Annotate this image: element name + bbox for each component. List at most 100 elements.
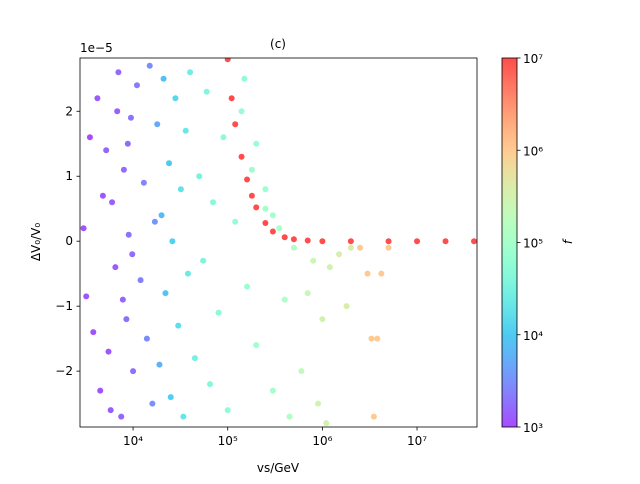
point: [184, 270, 191, 277]
point: [210, 199, 217, 206]
point: [281, 296, 288, 303]
y-axis-label: ΔV₀/V₀: [29, 223, 43, 261]
point: [253, 140, 260, 147]
colorbar-tick-label: 10⁶: [523, 144, 543, 158]
point: [80, 225, 87, 232]
point: [149, 400, 156, 407]
point: [442, 238, 449, 245]
point: [125, 231, 132, 238]
point: [109, 199, 116, 206]
x-axis-label: vs/GeV: [257, 461, 300, 475]
point: [123, 316, 130, 323]
point: [315, 400, 322, 407]
point: [281, 234, 288, 241]
point: [262, 186, 269, 193]
point: [133, 82, 140, 89]
point: [370, 413, 377, 420]
colorbar-tick-label: 10⁴: [523, 329, 543, 343]
y-tick-label: −1: [55, 299, 73, 313]
point: [244, 283, 251, 290]
point: [323, 420, 330, 427]
point: [140, 179, 147, 186]
point: [253, 204, 260, 211]
point: [86, 134, 93, 141]
axes-frame: [79, 57, 478, 428]
point: [224, 407, 231, 414]
point: [262, 220, 269, 227]
point: [290, 244, 297, 251]
point: [304, 237, 311, 244]
point: [112, 264, 119, 271]
point: [319, 316, 326, 323]
point: [196, 173, 203, 180]
point: [182, 127, 189, 134]
point: [336, 251, 343, 258]
point: [364, 270, 371, 277]
x-tick-label: 10⁷: [407, 434, 427, 448]
point: [200, 257, 207, 264]
point: [172, 95, 179, 102]
y-tick-label: −2: [55, 364, 73, 378]
point: [241, 75, 248, 82]
point: [158, 212, 165, 219]
point: [207, 381, 214, 388]
x-tick-label: 10⁴: [123, 434, 143, 448]
point: [169, 238, 176, 245]
point: [319, 238, 326, 245]
point: [276, 225, 283, 232]
point: [238, 108, 245, 115]
point: [94, 95, 101, 102]
point: [119, 296, 126, 303]
point: [347, 244, 354, 251]
point: [244, 176, 251, 183]
x-tick-label: 10⁶: [312, 434, 332, 448]
point: [97, 387, 104, 394]
point: [130, 368, 137, 375]
point: [304, 290, 311, 297]
point: [232, 121, 239, 128]
y-tick-label: 1: [65, 169, 73, 183]
point: [166, 160, 173, 167]
point: [357, 244, 364, 251]
point: [151, 218, 158, 225]
point: [127, 114, 134, 121]
point: [154, 121, 161, 128]
point: [90, 329, 97, 336]
point: [160, 75, 167, 82]
point: [114, 108, 121, 115]
point: [471, 238, 477, 245]
point: [107, 407, 114, 414]
colorbar-tick-label: 10⁷: [523, 52, 543, 66]
point: [248, 192, 255, 199]
point: [118, 413, 125, 420]
point: [374, 335, 381, 342]
point: [262, 205, 269, 212]
colorbar: [501, 57, 518, 428]
chart-title: (c): [270, 37, 286, 51]
point: [120, 166, 127, 173]
point: [156, 361, 163, 368]
point: [290, 236, 297, 243]
point: [143, 335, 150, 342]
plot-area: [80, 58, 477, 427]
point: [220, 134, 227, 141]
point: [191, 355, 198, 362]
y-offset-label: 1e−5: [80, 41, 113, 55]
point: [99, 192, 106, 199]
point: [146, 62, 153, 69]
point: [115, 69, 122, 76]
point: [203, 88, 210, 95]
point: [385, 244, 392, 251]
point: [269, 228, 276, 235]
point: [248, 166, 255, 173]
colorbar-tick-label: 10⁵: [523, 237, 543, 251]
point: [177, 186, 184, 193]
point: [298, 368, 305, 375]
point: [215, 309, 222, 316]
y-tick-label: 2: [65, 104, 73, 118]
point: [162, 290, 169, 297]
x-tick-label: 10⁵: [218, 434, 238, 448]
point: [124, 140, 131, 147]
point: [224, 58, 231, 63]
